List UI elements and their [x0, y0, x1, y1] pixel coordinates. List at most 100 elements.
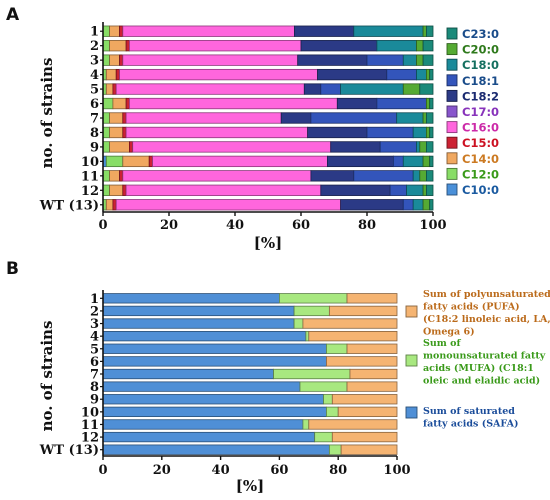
bar-segment — [102, 305, 295, 317]
bar-segment — [326, 343, 348, 354]
bar-segment — [115, 199, 341, 211]
y-tick-label: 2 — [90, 39, 99, 54]
bar-segment — [330, 141, 381, 153]
x-axis-label-b: [%] — [236, 477, 264, 495]
legend-swatch — [446, 183, 458, 196]
bar-segment — [102, 54, 110, 66]
bar-segment — [122, 184, 127, 196]
bar-segment — [293, 305, 330, 317]
legend-label: C18:1 — [462, 74, 499, 88]
bar-segment — [340, 444, 398, 455]
y-tick-label: 4 — [90, 68, 99, 83]
bar-segment — [152, 155, 328, 168]
y-tick-label: 11 — [81, 169, 99, 184]
bar-segment — [102, 394, 324, 405]
bar-segment — [396, 112, 424, 124]
x-tick-label: 20 — [160, 218, 178, 233]
y-tick-label: 8 — [90, 126, 99, 141]
x-tick-label: 80 — [358, 218, 376, 233]
y-tick-label: WT (13) — [39, 198, 99, 213]
y-axis-label-a: no. of strains — [38, 58, 56, 169]
bar-segment — [122, 25, 295, 37]
bar-segment — [412, 170, 421, 182]
bar-segment — [336, 97, 378, 110]
bar-segment — [331, 394, 398, 405]
x-tick-label: 80 — [329, 463, 347, 478]
legend-label: C18:2 — [462, 89, 499, 103]
bar-segment — [317, 68, 388, 81]
x-tick-label: 100 — [383, 463, 410, 478]
bar-segment — [102, 293, 280, 304]
bar-segment — [310, 170, 355, 182]
bar-segment — [425, 126, 431, 139]
bar-segment — [119, 170, 124, 182]
bar-segment — [302, 419, 310, 430]
bar-segment — [425, 25, 434, 37]
bar-segment — [422, 199, 431, 211]
legend-swatch — [446, 27, 458, 40]
bar-segment — [102, 97, 114, 110]
y-tick-label: 6 — [90, 355, 99, 370]
bar-segment — [307, 126, 368, 139]
bar-segment — [416, 68, 427, 81]
bar-segment — [115, 68, 120, 81]
panel-letter-a: A — [6, 5, 20, 25]
bar-segment — [125, 40, 130, 52]
y-tick-label: 12 — [81, 184, 99, 199]
bar-segment — [386, 68, 417, 81]
bar-segment — [320, 184, 391, 196]
bar-segment — [425, 112, 434, 124]
bar-segment — [340, 83, 404, 95]
bar-segment — [302, 318, 398, 329]
legend-swatch — [446, 167, 458, 180]
y-tick-label: 9 — [90, 140, 99, 155]
panel-letter-b: B — [6, 259, 19, 279]
legend-label: C20:0 — [462, 43, 499, 57]
bar-segment — [122, 170, 312, 182]
bar-segment — [308, 419, 398, 430]
x-tick-label: 60 — [270, 463, 288, 478]
legend-label: fatty acids (PUFA) — [423, 302, 520, 313]
legend-label: Sum of saturated — [423, 406, 515, 417]
legend-label: C17:0 — [462, 105, 499, 119]
x-tick-label: 0 — [98, 463, 107, 478]
bar-segment — [331, 431, 398, 443]
bar-segment — [109, 184, 124, 196]
y-axis-label-b: no. of strains — [38, 321, 56, 432]
legend-swatch — [405, 305, 418, 318]
bar-segment — [389, 184, 408, 196]
bar-segment — [425, 170, 434, 182]
bar-segment — [112, 83, 117, 95]
bar-segment — [102, 331, 307, 342]
legend-label: C15:0 — [462, 136, 499, 150]
legend-label: oleic and elaidic acid) — [423, 376, 540, 387]
bar-segment — [303, 83, 322, 95]
bar-segment — [412, 199, 424, 211]
bar-segment — [376, 40, 417, 52]
bar-segment — [102, 419, 304, 430]
x-axis-label-a: [%] — [254, 234, 282, 252]
bar-segment — [119, 25, 124, 37]
y-tick-label: 9 — [90, 393, 99, 408]
legend-label: C14:0 — [462, 152, 499, 166]
bar-segment — [128, 141, 134, 153]
bar-segment — [102, 343, 327, 354]
bar-segment — [353, 170, 414, 182]
legend-swatch — [446, 152, 458, 165]
bar-segment — [102, 126, 110, 139]
bar-segment — [102, 40, 110, 52]
bar-segment — [109, 170, 120, 182]
y-tick-label: 2 — [90, 304, 99, 319]
bar-segment — [125, 97, 130, 110]
bar-segment — [102, 25, 110, 37]
y-tick-label: 10 — [81, 155, 99, 170]
bar-segment — [102, 184, 110, 196]
y-tick-label: 8 — [90, 380, 99, 395]
y-tick-label: 1 — [90, 25, 99, 40]
bar-segment — [326, 155, 394, 168]
bar-segment — [102, 318, 295, 329]
y-tick-label: 1 — [90, 292, 99, 307]
bar-segment — [115, 83, 305, 95]
bar-segment — [105, 83, 114, 95]
